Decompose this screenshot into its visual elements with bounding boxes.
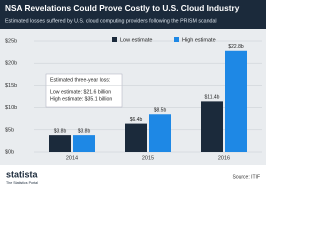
bar (125, 123, 147, 152)
header (0, 0, 266, 29)
y-tick-label: $0b (5, 149, 14, 155)
source: Source: ITIF (232, 174, 260, 180)
legend-label: Low estimate (120, 37, 152, 43)
legend-label: High estimate (182, 37, 216, 43)
value-label: $8.5b (154, 108, 167, 114)
x-tick-label: 2016 (218, 155, 230, 161)
legend-swatch (174, 37, 179, 42)
bar (73, 135, 95, 152)
annotation-box (45, 73, 123, 108)
page: NSA Revelations Could Prove Costly to U.… (0, 0, 266, 189)
annotation-line: Low estimate: $21.6 billion (50, 89, 111, 95)
bar (225, 50, 247, 152)
chart-title: NSA Revelations Could Prove Costly to U.… (5, 3, 240, 13)
bar (49, 135, 71, 152)
brand: statista (6, 169, 39, 179)
y-tick-label: $15b (5, 83, 17, 89)
x-tick-label: 2014 (66, 155, 78, 161)
footer (0, 165, 266, 189)
y-tick-label: $5b (5, 127, 14, 133)
value-label: $6.4b (130, 117, 143, 123)
tagline: The Statistics Portal (6, 181, 38, 185)
y-tick-label: $10b (5, 105, 17, 111)
chart-subtitle: Estimated losses suffered by U.S. cloud … (5, 18, 217, 24)
chart: NSA Revelations Could Prove Costly to U.… (0, 0, 266, 189)
legend-swatch (112, 37, 117, 42)
background (0, 0, 266, 189)
value-label: $22.8b (228, 44, 244, 50)
bar (201, 101, 223, 152)
annotation-line: Estimated three-year loss: (50, 77, 110, 83)
value-label: $3.8b (54, 128, 67, 134)
value-label: $11.4b (205, 95, 220, 101)
annotation-line: High estimate: $35.1 billion (50, 96, 112, 102)
y-tick-label: $25b (5, 38, 17, 44)
x-tick-label: 2015 (142, 155, 154, 161)
y-tick-label: $20b (5, 61, 17, 67)
value-label: $3.8b (78, 128, 91, 134)
bar (149, 114, 171, 152)
